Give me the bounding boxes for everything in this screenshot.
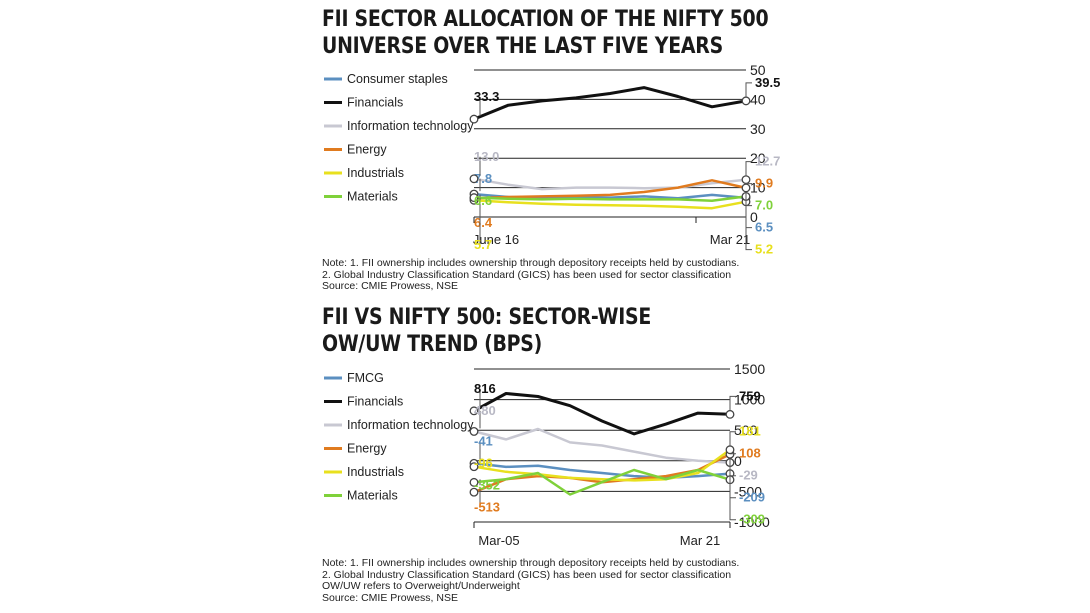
chart-1-start-value-label: 33.3 bbox=[474, 89, 499, 104]
chart-1-end-value-label: 6.5 bbox=[755, 220, 773, 235]
chart-2-notes: Note: 1. FII ownership includes ownershi… bbox=[322, 557, 740, 604]
chart-1-leader-line bbox=[745, 197, 752, 251]
chart-1-y-tick-label: 50 bbox=[750, 62, 766, 78]
chart-1-notes: Note: 1. FII ownership includes ownershi… bbox=[322, 257, 740, 293]
chart-1-start-marker bbox=[469, 114, 479, 124]
chart-1-series-line bbox=[473, 195, 747, 203]
chart-1-title-line-2: UNIVERSE OVER THE LAST FIVE YEARS bbox=[322, 34, 723, 59]
chart-1-legend-label: Energy bbox=[347, 143, 387, 157]
chart-2-title-line-1: FII VS NIFTY 500: SECTOR-WISE bbox=[322, 305, 652, 330]
chart-1-start-value-label: 6.6 bbox=[474, 193, 492, 208]
chart-1-note-line-2: 2. Global Industry Classification Standa… bbox=[322, 268, 732, 281]
chart-1-start-value-label: 6.4 bbox=[474, 215, 493, 230]
chart-1-end-value-label: 5.2 bbox=[755, 242, 773, 257]
chart-1-source: Source: CMIE Prowess, NSE bbox=[322, 280, 458, 292]
chart-1-legend-label: Information technology bbox=[347, 119, 474, 133]
chart-1-start-value-label: 13.0 bbox=[474, 149, 499, 164]
chart-2-note-line-3: OW/UW refers to Overweight/Underweight bbox=[322, 580, 520, 592]
chart-1-legend-label: Industrials bbox=[347, 166, 404, 180]
chart-1-title-line-1: FII SECTOR ALLOCATION OF THE NIFTY 500 bbox=[322, 7, 769, 32]
chart-1-series-line bbox=[473, 177, 747, 191]
chart-1-legend-label: Financials bbox=[347, 96, 403, 110]
chart-1-end-value-label: 39.5 bbox=[755, 75, 780, 90]
chart-2-title: FII VS NIFTY 500: SECTOR-WISE OW/UW TREN… bbox=[322, 304, 651, 358]
chart-1-series-line bbox=[473, 179, 747, 200]
chart-1-end-value-label: 7.0 bbox=[755, 198, 773, 213]
chart-1-legend-label: Consumer staples bbox=[347, 72, 448, 86]
chart-2-note-line-1: Note: 1. FII ownership includes ownershi… bbox=[322, 557, 740, 569]
chart-1-y-tick-label: 20 bbox=[750, 150, 766, 166]
chart-1-start-marker bbox=[469, 193, 479, 203]
chart-1-end-marker bbox=[741, 175, 751, 185]
chart-1-leader-line bbox=[745, 192, 752, 207]
chart-1-end-value-label: 9.9 bbox=[755, 176, 773, 191]
chart-1-x-tick-label: Mar 21 bbox=[710, 232, 750, 247]
chart-1-start-marker bbox=[469, 174, 479, 184]
chart-1-leader-line bbox=[745, 161, 752, 176]
chart-1-y-tick-label: 40 bbox=[750, 91, 766, 107]
chart-2-title-line-2: OW/UW TREND (BPS) bbox=[322, 332, 543, 357]
chart-1-end-marker bbox=[741, 96, 751, 106]
chart-1-title: FII SECTOR ALLOCATION OF THE NIFTY 500 U… bbox=[322, 6, 769, 60]
chart-1-series-line bbox=[473, 198, 747, 210]
chart-1-end-value-label: 12.7 bbox=[755, 154, 780, 169]
chart-1-y-tick-label: 0 bbox=[750, 209, 758, 225]
chart-1-y-tick-label: 30 bbox=[750, 121, 766, 137]
chart-1-start-value-label: 5.7 bbox=[474, 237, 492, 252]
chart-1-x-tick-label: June 16 bbox=[473, 232, 519, 247]
chart-2-note-line-2: 2. Global Industry Classification Standa… bbox=[322, 568, 732, 581]
chart-1-end-marker bbox=[741, 183, 751, 193]
chart-2-source: Source: CMIE Prowess, NSE bbox=[322, 591, 458, 604]
chart-1-series-line bbox=[473, 86, 747, 121]
chart-1-leader-line bbox=[745, 82, 752, 97]
chart-1-note-line-1: Note: 1. FII ownership includes ownershi… bbox=[322, 257, 740, 269]
chart-1-legend-label: Materials bbox=[347, 190, 398, 204]
chart-1-y-tick-label: 10 bbox=[750, 180, 766, 196]
chart-1-start-value-label: 7.8 bbox=[474, 171, 492, 186]
